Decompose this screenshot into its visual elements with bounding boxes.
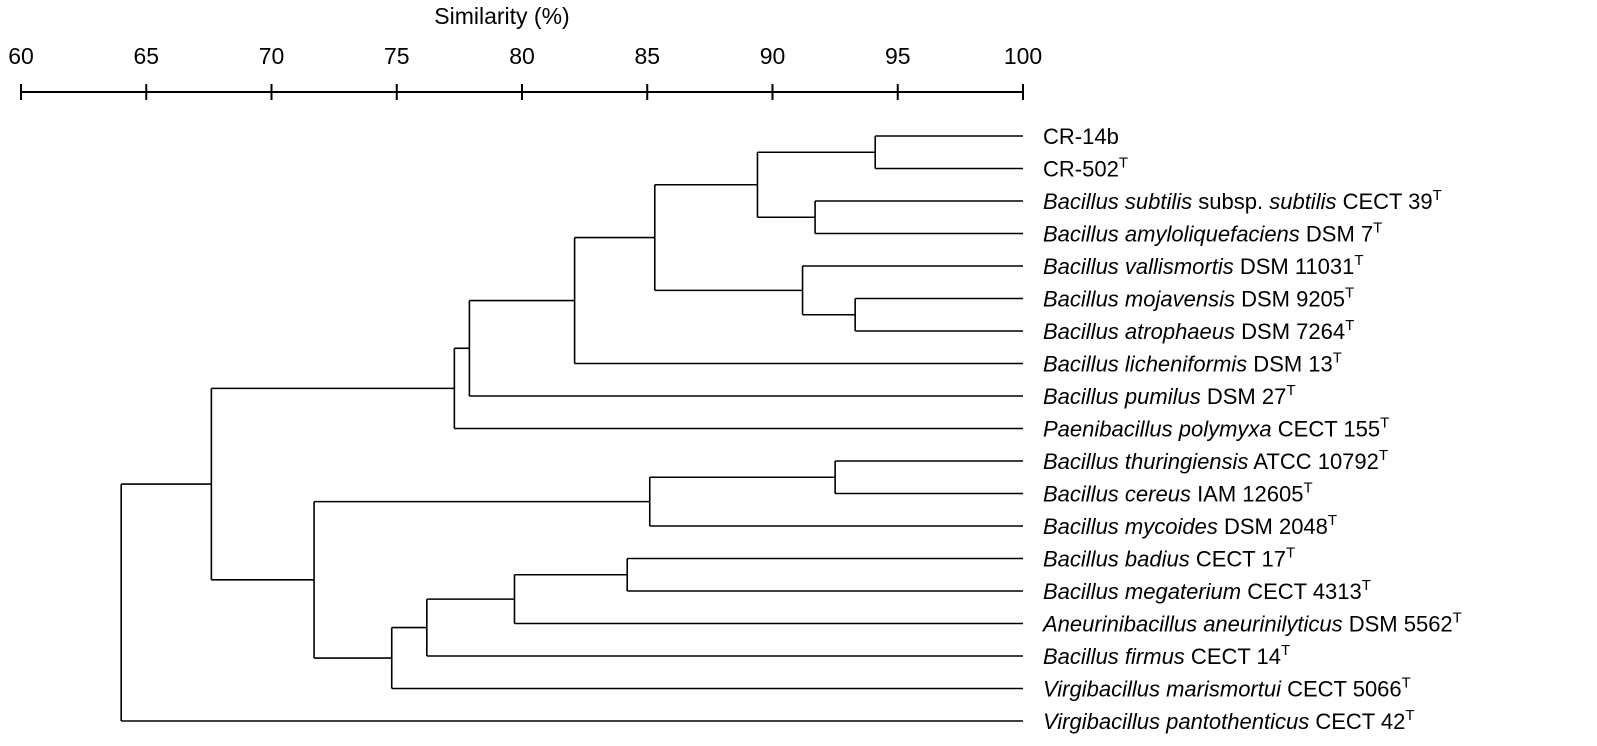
leaf-label-bamy: Bacillus amyloliquefaciens DSM 7T (1043, 220, 1382, 247)
leaf-label-bmyc: Bacillus mycoides DSM 2048T (1043, 512, 1337, 539)
axis-tick-label: 85 (634, 43, 660, 69)
leaf-label-bcer: Bacillus cereus IAM 12605T (1043, 480, 1313, 507)
axis-tick-label: 100 (1004, 43, 1042, 69)
leaf-label-cr502: CR-502T (1043, 155, 1128, 182)
axis-tick-label: 95 (885, 43, 911, 69)
leaf-label-bpum: Bacillus pumilus DSM 27T (1043, 382, 1296, 409)
leaf-label-bmeg: Bacillus megaterium CECT 4313T (1043, 577, 1371, 604)
tree-branches (120, 135, 1023, 722)
leaf-label-aane: Aneurinibacillus aneurinilyticus DSM 556… (1041, 610, 1462, 637)
axis-tick-label: 75 (384, 43, 410, 69)
axis-tick-label: 60 (8, 43, 34, 69)
leaf-label-batr: Bacillus atrophaeus DSM 7264T (1043, 317, 1354, 344)
leaf-label-bthu: Bacillus thuringiensis ATCC 10792T (1043, 447, 1388, 474)
axis-tick-label: 65 (133, 43, 159, 69)
leaf-labels: CR-14b CR-502T Bacillus subtilis subsp. su… (1041, 124, 1462, 734)
leaf-label-bsub: Bacillus subtilis subsp. subtilis CECT 3… (1043, 187, 1442, 214)
axis-tick-label: 70 (259, 43, 285, 69)
axis-tick-label: 90 (760, 43, 786, 69)
leaf-label-bbad: Bacillus badius CECT 17T (1043, 545, 1295, 572)
leaf-label-bmoj: Bacillus mojavensis DSM 9205T (1043, 285, 1354, 312)
leaf-label-vpan: Virgibacillus pantothenticus CECT 42T (1043, 707, 1415, 734)
axis-tick-label: 80 (509, 43, 535, 69)
leaf-label-cr14b: CR-14b (1043, 124, 1119, 149)
leaf-label-vmar: Virgibacillus marismortui CECT 5066T (1043, 675, 1411, 702)
leaf-label-blic: Bacillus licheniformis DSM 13T (1043, 350, 1342, 377)
similarity-axis: 60 65 70 75 80 85 90 95 100 (8, 43, 1042, 100)
axis-title: Similarity (%) (434, 3, 569, 29)
leaf-label-bfir: Bacillus firmus CECT 14T (1043, 642, 1290, 669)
leaf-label-ppol: Paenibacillus polymyxa CECT 155T (1043, 415, 1389, 442)
leaf-label-bval: Bacillus vallismortis DSM 11031T (1043, 252, 1364, 279)
